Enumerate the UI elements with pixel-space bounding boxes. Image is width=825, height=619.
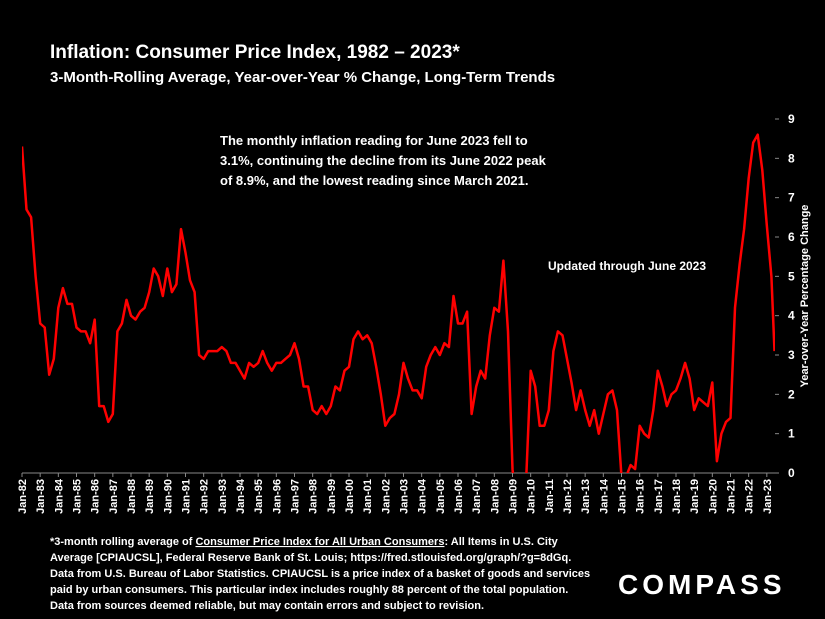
x-tick-label: Jan-12 bbox=[562, 479, 574, 514]
x-tick-label: Jan-16 bbox=[635, 479, 647, 514]
x-tick-label: Jan-88 bbox=[126, 479, 138, 514]
x-tick-label: Jan-04 bbox=[417, 478, 429, 514]
x-tick-label: Jan-99 bbox=[326, 479, 338, 514]
y-tick-label: 6 bbox=[788, 230, 795, 244]
x-tick-label: Jan-86 bbox=[90, 479, 102, 514]
x-tick-label: Jan-07 bbox=[471, 479, 483, 514]
x-tick-label: Jan-02 bbox=[380, 479, 392, 514]
x-tick-label: Jan-93 bbox=[217, 479, 229, 514]
x-tick-label: Jan-85 bbox=[71, 479, 83, 514]
footnote-line: Data from sources deemed reliable, but m… bbox=[50, 600, 484, 612]
x-tick-label: Jan-19 bbox=[689, 479, 701, 514]
line-series bbox=[22, 133, 775, 473]
x-tick-label: Jan-15 bbox=[616, 479, 628, 514]
x-tick-label: Jan-01 bbox=[362, 479, 374, 514]
y-tick-label: 5 bbox=[788, 269, 795, 283]
x-tick-label: Jan-90 bbox=[162, 479, 174, 514]
x-tick-label: Jan-22 bbox=[744, 479, 756, 514]
chart-subtitle: 3-Month-Rolling Average, Year-over-Year … bbox=[50, 69, 555, 86]
x-tick-label: Jan-13 bbox=[580, 479, 592, 514]
x-tick-label: Jan-00 bbox=[344, 479, 356, 514]
y-tick-label: 8 bbox=[788, 151, 795, 165]
x-tick-label: Jan-84 bbox=[53, 478, 65, 514]
x-tick-label: Jan-14 bbox=[598, 478, 610, 514]
x-tick-label: Jan-89 bbox=[144, 479, 156, 514]
x-tick-label: Jan-05 bbox=[435, 479, 447, 514]
x-tick-label: Jan-98 bbox=[308, 479, 320, 514]
y-tick-label: 4 bbox=[788, 309, 795, 323]
footnote-link: Consumer Price Index for All Urban Consu… bbox=[195, 536, 444, 548]
x-tick-label: Jan-08 bbox=[489, 479, 501, 514]
x-tick-label: Jan-96 bbox=[271, 479, 283, 514]
x-tick-label: Jan-83 bbox=[35, 479, 47, 514]
x-tick-label: Jan-91 bbox=[180, 479, 192, 514]
annotation: of 8.9%, and the lowest reading since Ma… bbox=[220, 173, 529, 188]
footnote-text: : All Items in U.S. City bbox=[444, 536, 558, 548]
footnote-text: *3-month rolling average of bbox=[50, 536, 195, 548]
annotation: The monthly inflation reading for June 2… bbox=[220, 133, 528, 148]
y-tick-label: 1 bbox=[788, 427, 795, 441]
x-tick-label: Jan-17 bbox=[653, 479, 665, 514]
x-tick-label: Jan-18 bbox=[671, 479, 683, 514]
x-tick-label: Jan-09 bbox=[507, 479, 519, 514]
x-tick-label: Jan-97 bbox=[289, 479, 301, 514]
x-tick-label: Jan-21 bbox=[725, 479, 737, 514]
x-tick-label: Jan-03 bbox=[398, 479, 410, 514]
x-tick-label: Jan-87 bbox=[108, 479, 120, 514]
footnote-line: Data from U.S. Bureau of Labor Statistic… bbox=[50, 568, 590, 580]
x-tick-label: Jan-95 bbox=[253, 479, 265, 514]
y-axis-label: Year-over-Year Percentage Change bbox=[799, 205, 811, 388]
footnote-line: Average [CPIAUCSL], Federal Reserve Bank… bbox=[50, 552, 571, 564]
x-tick-label: Jan-11 bbox=[544, 479, 556, 513]
x-tick-label: Jan-92 bbox=[199, 479, 211, 514]
y-tick-label: 9 bbox=[788, 112, 795, 126]
annotation: 3.1%, continuing the decline from its Ju… bbox=[220, 153, 547, 168]
note: Updated through June 2023 bbox=[548, 259, 706, 273]
y-tick-label: 7 bbox=[788, 191, 795, 205]
logo: COMPASS bbox=[618, 569, 786, 600]
footnote-line: paid by urban consumers. This particular… bbox=[50, 584, 568, 596]
x-tick-label: Jan-06 bbox=[453, 479, 465, 514]
y-tick-label: 2 bbox=[788, 387, 795, 401]
x-tick-label: Jan-10 bbox=[526, 479, 538, 514]
x-tick-label: Jan-82 bbox=[17, 479, 29, 514]
footnote-line: *3-month rolling average of Consumer Pri… bbox=[50, 536, 559, 548]
x-tick-label: Jan-94 bbox=[235, 478, 247, 514]
chart-title: Inflation: Consumer Price Index, 1982 – … bbox=[50, 42, 460, 63]
x-tick-label: Jan-20 bbox=[707, 479, 719, 514]
y-tick-label: 3 bbox=[788, 348, 795, 362]
x-tick-label: Jan-23 bbox=[762, 479, 774, 514]
y-tick-label: 0 bbox=[788, 466, 795, 480]
